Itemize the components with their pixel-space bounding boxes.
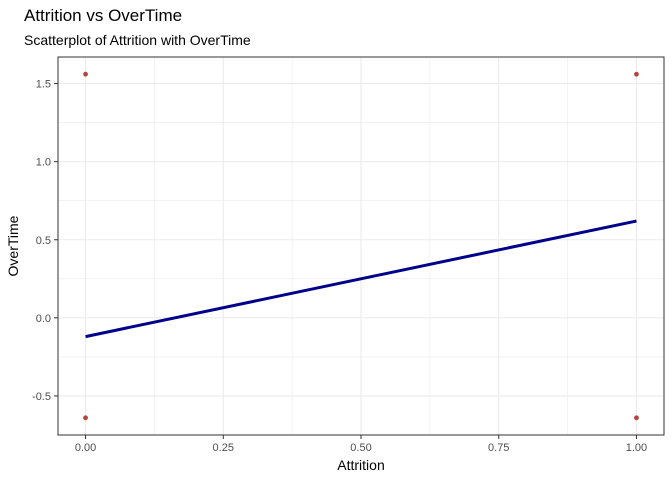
y-tick-label: 0.5	[36, 235, 51, 247]
y-tick-label: 1.0	[36, 157, 51, 169]
x-tick-label: 0.75	[488, 442, 509, 454]
data-point	[83, 71, 88, 77]
y-tick-label: -0.5	[32, 391, 51, 403]
data-point	[83, 415, 88, 421]
chart-subtitle: Scatterplot of Attrition with OverTime	[24, 32, 251, 48]
x-axis-ticks: 0.00 0.25 0.50 0.75 1.00	[75, 435, 647, 454]
y-axis-ticks: -0.5 0.0 0.5 1.0 1.5	[32, 79, 58, 403]
x-tick-label: 0.25	[213, 442, 234, 454]
y-tick-label: 0.0	[36, 313, 51, 325]
y-tick-label: 1.5	[36, 79, 51, 91]
x-axis-title: Attrition	[337, 457, 384, 473]
data-point	[634, 415, 639, 421]
major-gridlines	[58, 57, 664, 435]
regression-line	[85, 219, 637, 339]
x-tick-label: 1.00	[626, 442, 647, 454]
fit-line-layer	[85, 219, 637, 339]
points-layer	[83, 71, 639, 421]
x-tick-label: 0.00	[75, 442, 96, 454]
chart-title: Attrition vs OverTime	[24, 6, 183, 25]
y-axis-title: OverTime	[5, 215, 21, 276]
x-tick-label: 0.50	[350, 442, 371, 454]
data-point	[634, 71, 639, 77]
